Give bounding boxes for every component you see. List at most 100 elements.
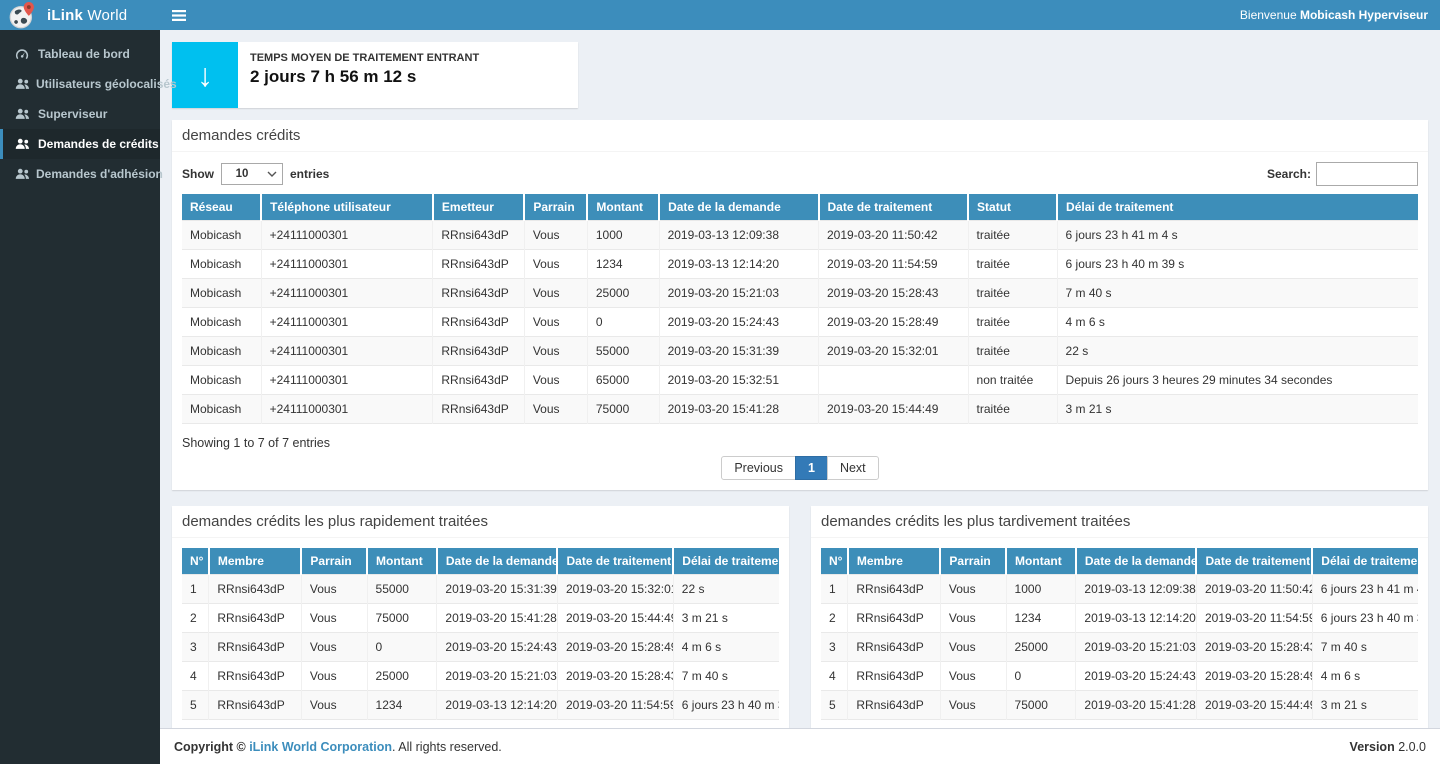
table-header-row: Réseau Téléphone utilisateur Emetteur Pa… <box>182 194 1418 221</box>
table-cell: 2019-03-20 15:32:51 <box>659 366 818 395</box>
table-cell: 2019-03-20 15:28:43 <box>557 662 673 691</box>
table-cell: RRnsi643dP <box>433 366 524 395</box>
panel-rapidement-traitees: demandes crédits les plus rapidement tra… <box>172 506 789 728</box>
table-cell: 1234 <box>367 691 437 720</box>
table-cell: 2019-03-13 12:14:20 <box>437 691 558 720</box>
panel-demandes-credits: demandes crédits Show 10 entries Search: <box>172 120 1428 490</box>
table-cell: 2019-03-20 15:32:01 <box>557 575 673 604</box>
table-cell: 25000 <box>1006 633 1076 662</box>
column-header-membre[interactable]: Membre <box>848 548 941 575</box>
dashboard-icon <box>15 48 32 61</box>
table-cell: 2019-03-20 15:41:28 <box>437 604 558 633</box>
table-cell: 2019-03-20 15:28:49 <box>1196 662 1312 691</box>
table-cell: 0 <box>587 308 659 337</box>
table-cell: 2019-03-20 15:24:43 <box>437 633 558 662</box>
page-length-select[interactable]: 10 <box>221 163 283 185</box>
table-cell: 1234 <box>1006 604 1076 633</box>
column-header-date-traitement[interactable]: Date de traitement <box>1196 548 1312 575</box>
pagination-page-1-button[interactable]: 1 <box>795 456 828 480</box>
column-header-delai[interactable]: Délai de traitement <box>1057 194 1418 221</box>
table-cell: Vous <box>524 221 587 250</box>
column-header-montant[interactable]: Montant <box>587 194 659 221</box>
column-header-montant[interactable]: Montant <box>1006 548 1076 575</box>
table-cell: RRnsi643dP <box>848 575 941 604</box>
table-row: Mobicash+24111000301RRnsi643dPVous650002… <box>182 366 1418 395</box>
welcome-message[interactable]: Bienvenue Mobicash Hyperviseur <box>1240 8 1428 22</box>
table-cell: 1 <box>821 575 848 604</box>
table-cell: Vous <box>301 575 367 604</box>
entries-label: entries <box>290 167 329 181</box>
column-header-numero[interactable]: N° <box>182 548 209 575</box>
version-text: Version 2.0.0 <box>1350 740 1426 754</box>
table-row: Mobicash+24111000301RRnsi643dPVous550002… <box>182 337 1418 366</box>
table-cell: 22 s <box>1057 337 1418 366</box>
brand-title: iLink World <box>47 7 127 24</box>
table-cell: 2019-03-20 15:41:28 <box>1076 691 1197 720</box>
sidebar-item-label: Demandes d'adhésion <box>36 167 163 181</box>
arrow-down-icon: ↓ <box>172 42 238 108</box>
column-header-statut[interactable]: Statut <box>968 194 1057 221</box>
table-header-row: N° Membre Parrain Montant Date de la dem… <box>821 548 1418 575</box>
table-cell: Vous <box>940 633 1006 662</box>
column-header-date-traitement[interactable]: Date de traitement <box>819 194 969 221</box>
main-content: ↓ TEMPS MOYEN DE TRAITEMENT ENTRANT 2 jo… <box>160 30 1440 728</box>
menu-toggle-button[interactable] <box>172 10 186 21</box>
table-cell: +24111000301 <box>261 366 433 395</box>
table-cell: Vous <box>524 308 587 337</box>
sidebar-item-tableau-de-bord[interactable]: Tableau de bord <box>0 39 160 69</box>
table-cell: 2019-03-20 15:31:39 <box>437 575 558 604</box>
column-header-parrain[interactable]: Parrain <box>524 194 587 221</box>
table-cell: Vous <box>524 366 587 395</box>
table-row: 5RRnsi643dPVous750002019-03-20 15:41:282… <box>821 691 1418 720</box>
table-cell: +24111000301 <box>261 308 433 337</box>
column-header-montant[interactable]: Montant <box>367 548 437 575</box>
sidebar-item-demandes-adhesion[interactable]: Demandes d'adhésion <box>0 159 160 189</box>
sidebar-item-utilisateurs-geolocalises[interactable]: Utilisateurs géolocalisés <box>0 69 160 99</box>
sidebar-item-label: Demandes de crédits <box>38 137 159 151</box>
page-length-control: Show 10 entries <box>182 163 329 185</box>
table-cell: traitée <box>968 250 1057 279</box>
column-header-emetteur[interactable]: Emetteur <box>433 194 524 221</box>
search-input[interactable] <box>1316 162 1418 186</box>
table-cell: 75000 <box>1006 691 1076 720</box>
table-cell: Vous <box>940 662 1006 691</box>
sidebar: iLink World Tableau de bord Utilisateurs… <box>0 0 160 764</box>
column-header-delai[interactable]: Délai de traitement <box>673 548 779 575</box>
table-cell: RRnsi643dP <box>433 337 524 366</box>
table-cell: RRnsi643dP <box>209 604 302 633</box>
table-cell: 0 <box>1006 662 1076 691</box>
table-cell: 2019-03-20 15:28:43 <box>1196 633 1312 662</box>
column-header-telephone[interactable]: Téléphone utilisateur <box>261 194 433 221</box>
column-header-numero[interactable]: N° <box>821 548 848 575</box>
brand[interactable]: iLink World <box>0 0 160 30</box>
table-cell: 2019-03-20 15:32:01 <box>819 337 969 366</box>
column-header-date-demande[interactable]: Date de la demande <box>1076 548 1197 575</box>
column-header-date-demande[interactable]: Date de la demande <box>437 548 558 575</box>
sidebar-item-superviseur[interactable]: Superviseur <box>0 99 160 129</box>
table-cell: 65000 <box>587 366 659 395</box>
table-row: 4RRnsi643dPVous250002019-03-20 15:21:032… <box>182 662 779 691</box>
column-header-date-traitement[interactable]: Date de traitement <box>557 548 673 575</box>
pagination-next-button[interactable]: Next <box>827 456 879 480</box>
column-header-reseau[interactable]: Réseau <box>182 194 261 221</box>
table-cell: 25000 <box>367 662 437 691</box>
table-cell: 2019-03-20 15:44:49 <box>819 395 969 424</box>
table-row: 1RRnsi643dPVous550002019-03-20 15:31:392… <box>182 575 779 604</box>
table-cell: 3 <box>821 633 848 662</box>
company-link[interactable]: iLink World Corporation <box>249 740 392 754</box>
table-cell: 75000 <box>367 604 437 633</box>
pagination: Previous 1 Next <box>721 456 878 480</box>
column-header-parrain[interactable]: Parrain <box>940 548 1006 575</box>
table-cell: 3 <box>182 633 209 662</box>
table-cell: Depuis 26 jours 3 heures 29 minutes 34 s… <box>1057 366 1418 395</box>
sidebar-item-demandes-de-credits[interactable]: Demandes de crédits <box>0 129 160 159</box>
column-header-parrain[interactable]: Parrain <box>301 548 367 575</box>
table-cell: RRnsi643dP <box>433 221 524 250</box>
table-row: 2RRnsi643dPVous750002019-03-20 15:41:282… <box>182 604 779 633</box>
column-header-membre[interactable]: Membre <box>209 548 302 575</box>
column-header-date-demande[interactable]: Date de la demande <box>659 194 818 221</box>
table-cell: 4 <box>821 662 848 691</box>
table-row: 2RRnsi643dPVous12342019-03-13 12:14:2020… <box>821 604 1418 633</box>
pagination-previous-button[interactable]: Previous <box>721 456 796 480</box>
column-header-delai[interactable]: Délai de traitement <box>1312 548 1418 575</box>
